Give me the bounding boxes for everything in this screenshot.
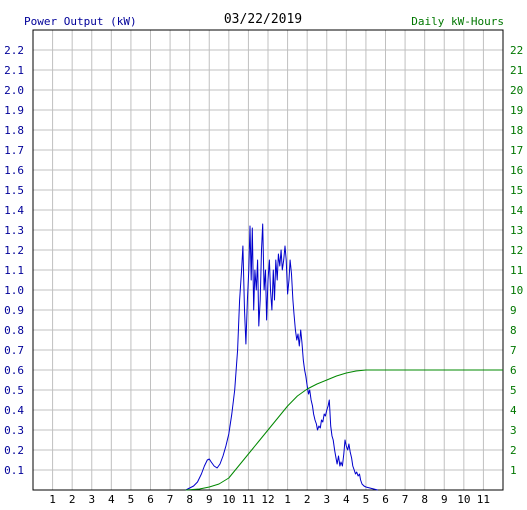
left-tick-label: 1.1 xyxy=(4,264,24,277)
left-tick-label: 2.0 xyxy=(4,84,24,97)
left-tick-label: 1.7 xyxy=(4,144,24,157)
right-tick-label: 4 xyxy=(510,404,517,417)
left-tick-label: 0.3 xyxy=(4,424,24,437)
x-tick-label: 9 xyxy=(441,493,448,506)
right-tick-label: 8 xyxy=(510,324,517,337)
right-tick-label: 22 xyxy=(510,44,523,57)
x-tick-label: 9 xyxy=(206,493,213,506)
left-tick-label: 1.5 xyxy=(4,184,24,197)
x-tick-label: 4 xyxy=(343,493,350,506)
x-tick-label: 3 xyxy=(88,493,95,506)
right-tick-label: 16 xyxy=(510,164,523,177)
right-axis-label: Daily kW-Hours xyxy=(411,15,504,28)
left-tick-label: 2.2 xyxy=(4,44,24,57)
right-tick-label: 20 xyxy=(510,84,523,97)
left-tick-label: 0.7 xyxy=(4,344,24,357)
plot-area xyxy=(32,29,504,491)
right-tick-label: 1 xyxy=(510,464,517,477)
plot-frame xyxy=(32,29,504,491)
x-tick-label: 11 xyxy=(242,493,255,506)
x-tick-label: 5 xyxy=(128,493,135,506)
x-tick-label: 3 xyxy=(323,493,330,506)
right-tick-label: 13 xyxy=(510,224,523,237)
left-tick-label: 2.1 xyxy=(4,64,24,77)
axes: 1 2 3 4 5 6 7 8 9 10 11 12 1 2 3 4 5 6 7 8 9 10 110.10.20.30.4… xyxy=(4,44,523,506)
right-tick-label: 19 xyxy=(510,104,523,117)
left-tick-label: 0.2 xyxy=(4,444,24,457)
x-tick-label: 7 xyxy=(402,493,409,506)
right-tick-label: 9 xyxy=(510,304,517,317)
x-tick-label: 10 xyxy=(457,493,470,506)
series-line-daily-kwh xyxy=(185,369,503,491)
left-tick-label: 0.4 xyxy=(4,404,24,417)
right-tick-label: 2 xyxy=(510,444,517,457)
right-tick-label: 18 xyxy=(510,124,523,137)
x-tick-label: 2 xyxy=(69,493,76,506)
left-tick-label: 1.4 xyxy=(4,204,24,217)
x-tick-label: 6 xyxy=(382,493,389,506)
right-tick-label: 5 xyxy=(510,384,517,397)
x-tick-label: 11 xyxy=(477,493,490,506)
grid xyxy=(33,30,503,490)
x-tick-label: 7 xyxy=(167,493,174,506)
left-tick-label: 0.5 xyxy=(4,384,24,397)
right-tick-label: 10 xyxy=(510,284,523,297)
x-tick-label: 8 xyxy=(186,493,193,506)
right-tick-label: 11 xyxy=(510,264,523,277)
x-tick-label: 1 xyxy=(49,493,56,506)
series-layer xyxy=(185,223,503,491)
x-tick-label: 6 xyxy=(147,493,154,506)
right-tick-label: 7 xyxy=(510,344,517,357)
left-tick-label: 0.6 xyxy=(4,364,24,377)
series-line-power-output xyxy=(185,223,378,491)
x-tick-label: 12 xyxy=(261,493,274,506)
x-tick-label: 1 xyxy=(284,493,291,506)
x-tick-label: 10 xyxy=(222,493,235,506)
right-tick-label: 21 xyxy=(510,64,523,77)
right-tick-label: 6 xyxy=(510,364,517,377)
right-tick-label: 3 xyxy=(510,424,517,437)
left-axis-label: Power Output (kW) xyxy=(24,15,137,28)
chart-title: 03/22/2019 xyxy=(224,12,302,27)
left-tick-label: 0.9 xyxy=(4,304,24,317)
left-tick-label: 1.8 xyxy=(4,124,24,137)
left-tick-label: 1.0 xyxy=(4,284,24,297)
left-tick-label: 1.2 xyxy=(4,244,24,257)
left-tick-label: 1.6 xyxy=(4,164,24,177)
right-tick-label: 12 xyxy=(510,244,523,257)
x-tick-label: 5 xyxy=(363,493,370,506)
right-tick-label: 14 xyxy=(510,204,524,217)
x-tick-label: 4 xyxy=(108,493,115,506)
x-tick-label: 8 xyxy=(421,493,428,506)
left-tick-label: 1.3 xyxy=(4,224,24,237)
x-tick-label: 2 xyxy=(304,493,311,506)
left-tick-label: 0.1 xyxy=(4,464,24,477)
left-tick-label: 0.8 xyxy=(4,324,24,337)
right-tick-label: 15 xyxy=(510,184,523,197)
right-tick-label: 17 xyxy=(510,144,523,157)
left-tick-label: 1.9 xyxy=(4,104,24,117)
